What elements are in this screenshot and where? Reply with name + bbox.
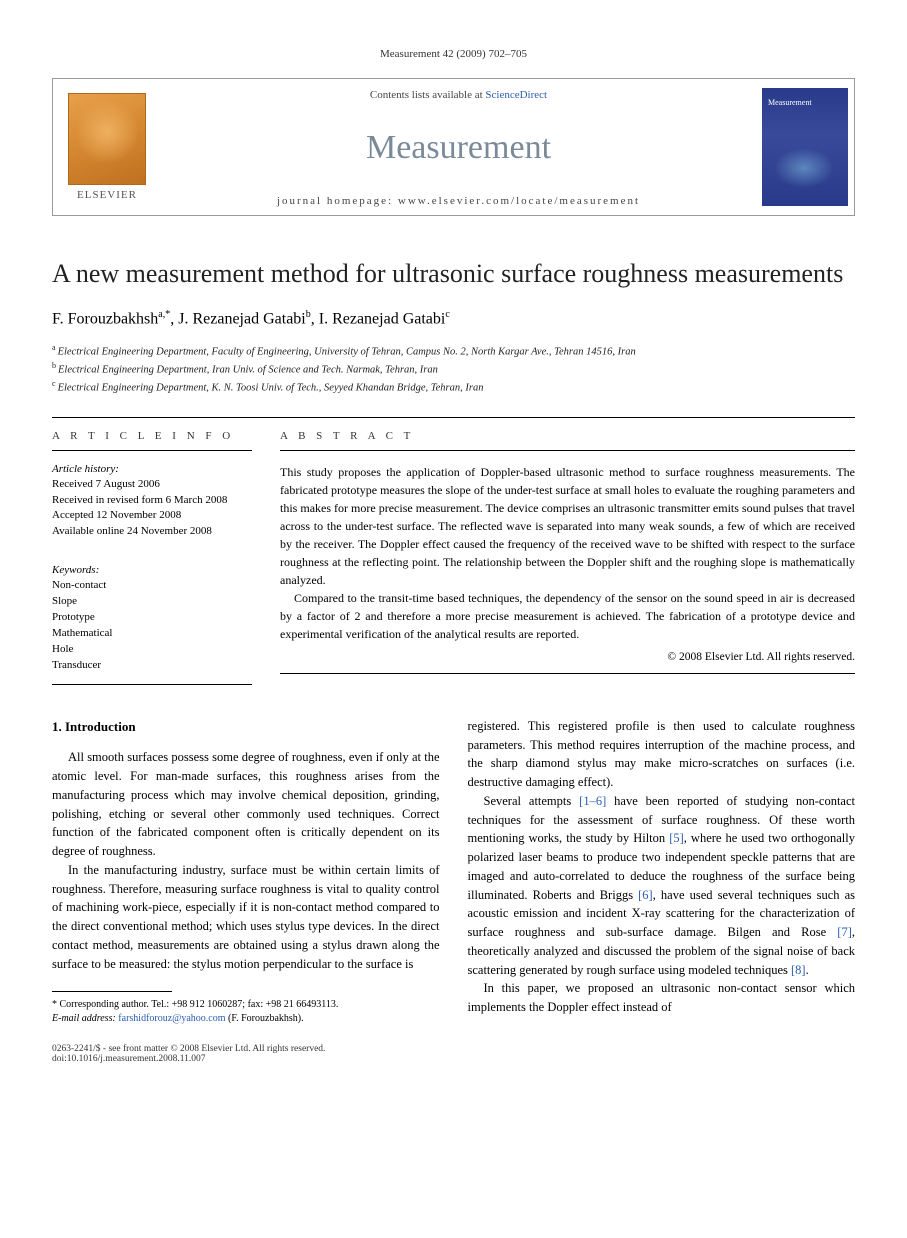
ref-6[interactable]: [6] — [638, 888, 653, 902]
contents-prefix: Contents lists available at — [370, 89, 485, 101]
info-abstract-row: A R T I C L E I N F O Article history: R… — [52, 420, 855, 685]
intro-p1: All smooth surfaces possess some degree … — [52, 748, 440, 861]
keyword-1: Slope — [52, 594, 252, 610]
publisher-logo: ELSEVIER — [53, 79, 161, 215]
author-2-sup: b — [306, 309, 311, 320]
body-columns: 1. Introduction All smooth surfaces poss… — [52, 717, 855, 1027]
abstract-column: A B S T R A C T This study proposes the … — [280, 420, 855, 685]
right-column: registered. This registered profile is t… — [468, 717, 856, 1027]
right-p2a: Several attempts — [484, 794, 580, 808]
affiliation-c: Electrical Engineering Department, K. N.… — [58, 383, 484, 394]
keyword-3: Mathematical — [52, 626, 252, 642]
abstract-copyright: © 2008 Elsevier Ltd. All rights reserved… — [280, 651, 855, 663]
author-1: F. Forouzbakhsh — [52, 310, 158, 327]
keyword-0: Non-contact — [52, 578, 252, 594]
affiliation-a: Electrical Engineering Department, Facul… — [58, 346, 636, 357]
history-label: Article history: — [52, 463, 252, 475]
footer-left: 0263-2241/$ - see front matter © 2008 El… — [52, 1044, 325, 1064]
abstract-p1: This study proposes the application of D… — [280, 463, 855, 589]
author-1-sup: a,* — [158, 309, 170, 320]
ref-7[interactable]: [7] — [837, 925, 852, 939]
intro-p2: In the manufacturing industry, surface m… — [52, 861, 440, 974]
footer-copyright: 0263-2241/$ - see front matter © 2008 El… — [52, 1044, 325, 1054]
abstract-label: A B S T R A C T — [280, 420, 855, 451]
banner-center: Contents lists available at ScienceDirec… — [161, 79, 756, 215]
keywords-block: Keywords: Non-contact Slope Prototype Ma… — [52, 564, 252, 674]
running-header: Measurement 42 (2009) 702–705 — [52, 48, 855, 60]
author-3: I. Rezanejad Gatabi — [319, 310, 446, 327]
right-p1: registered. This registered profile is t… — [468, 717, 856, 792]
journal-homepage: journal homepage: www.elsevier.com/locat… — [277, 195, 640, 207]
email-link[interactable]: farshidforouz@yahoo.com — [118, 1013, 225, 1024]
page: Measurement 42 (2009) 702–705 ELSEVIER C… — [0, 0, 907, 1112]
footer-doi: doi:10.1016/j.measurement.2008.11.007 — [52, 1054, 325, 1064]
elsevier-tree-icon — [68, 93, 146, 185]
history-revised: Received in revised form 6 March 2008 — [52, 493, 252, 509]
footnote-separator — [52, 991, 172, 992]
publisher-name: ELSEVIER — [77, 189, 137, 201]
contents-available: Contents lists available at ScienceDirec… — [370, 89, 547, 101]
right-p2f: . — [806, 963, 809, 977]
article-title: A new measurement method for ultrasonic … — [52, 258, 855, 291]
author-2: J. Rezanejad Gatabi — [178, 310, 306, 327]
rule-top — [52, 417, 855, 418]
abstract-text: This study proposes the application of D… — [280, 463, 855, 643]
cover-image — [762, 88, 848, 206]
page-footer: 0263-2241/$ - see front matter © 2008 El… — [52, 1044, 855, 1064]
keyword-4: Hole — [52, 642, 252, 658]
corresponding-footnote: * Corresponding author. Tel.: +98 912 10… — [52, 998, 440, 1026]
author-list: F. Forouzbakhsha,*, J. Rezanejad Gatabib… — [52, 309, 855, 328]
keywords-label: Keywords: — [52, 564, 252, 576]
right-p3: In this paper, we proposed an ultrasonic… — [468, 979, 856, 1017]
ref-8[interactable]: [8] — [791, 963, 806, 977]
info-bottom-rule — [52, 684, 252, 685]
left-column: 1. Introduction All smooth surfaces poss… — [52, 717, 440, 1027]
affiliations: aElectrical Engineering Department, Facu… — [52, 342, 855, 397]
email-suffix: (F. Forouzbakhsh). — [226, 1013, 304, 1024]
email-label: E-mail address: — [52, 1013, 118, 1024]
keyword-5: Transducer — [52, 658, 252, 674]
history-accepted: Accepted 12 November 2008 — [52, 508, 252, 524]
keyword-2: Prototype — [52, 610, 252, 626]
abstract-bottom-rule — [280, 673, 855, 674]
ref-1-6[interactable]: [1–6] — [579, 794, 606, 808]
abstract-p2: Compared to the transit-time based techn… — [280, 589, 855, 643]
article-info-column: A R T I C L E I N F O Article history: R… — [52, 420, 252, 685]
journal-banner: ELSEVIER Contents lists available at Sci… — [52, 78, 855, 216]
sciencedirect-link[interactable]: ScienceDirect — [485, 89, 547, 101]
section-1-heading: 1. Introduction — [52, 717, 440, 737]
history-online: Available online 24 November 2008 — [52, 524, 252, 540]
cover-thumbnail — [756, 79, 854, 215]
affiliation-b: Electrical Engineering Department, Iran … — [58, 365, 438, 376]
article-info-label: A R T I C L E I N F O — [52, 420, 252, 451]
footnote-email-line: E-mail address: farshidforouz@yahoo.com … — [52, 1012, 440, 1026]
journal-name: Measurement — [366, 129, 551, 167]
ref-5[interactable]: [5] — [669, 831, 684, 845]
history-received: Received 7 August 2006 — [52, 477, 252, 493]
footnote-corr: * Corresponding author. Tel.: +98 912 10… — [52, 998, 440, 1012]
right-p2: Several attempts [1–6] have been reporte… — [468, 792, 856, 980]
author-3-sup: c — [445, 309, 449, 320]
